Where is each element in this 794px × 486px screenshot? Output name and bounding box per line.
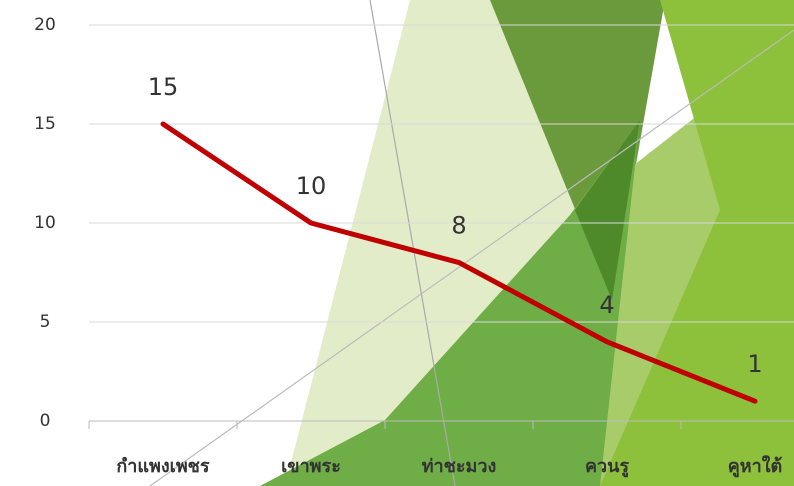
data-label: 4 bbox=[599, 291, 614, 319]
y-tick-label: 0 bbox=[40, 411, 51, 431]
data-label: 8 bbox=[451, 212, 466, 240]
data-label: 15 bbox=[148, 73, 179, 101]
decor-line bbox=[369, 0, 456, 486]
y-tick-label: 10 bbox=[34, 213, 56, 233]
background-decoration bbox=[149, 0, 794, 486]
x-tick-label: เขาพระ bbox=[281, 456, 341, 477]
data-label: 10 bbox=[296, 172, 327, 200]
x-tick-label: กำแพงเพชร bbox=[116, 456, 209, 477]
data-label: 1 bbox=[747, 350, 762, 378]
decor-shape bbox=[600, 0, 794, 486]
decor-shape bbox=[260, 120, 640, 486]
y-tick-label: 15 bbox=[34, 114, 56, 134]
decor-shape bbox=[575, 120, 640, 300]
y-tick-label: 5 bbox=[40, 312, 51, 332]
data-line bbox=[160, 121, 758, 404]
y-tick-label: 20 bbox=[34, 15, 56, 35]
decor-shape bbox=[285, 0, 600, 486]
decor-line bbox=[149, 29, 794, 486]
x-tick-label: คูหาใต้ bbox=[728, 455, 783, 478]
x-tick-label: ท่าชะมวง bbox=[422, 456, 497, 477]
x-tick-label: ควนรู bbox=[585, 456, 629, 478]
